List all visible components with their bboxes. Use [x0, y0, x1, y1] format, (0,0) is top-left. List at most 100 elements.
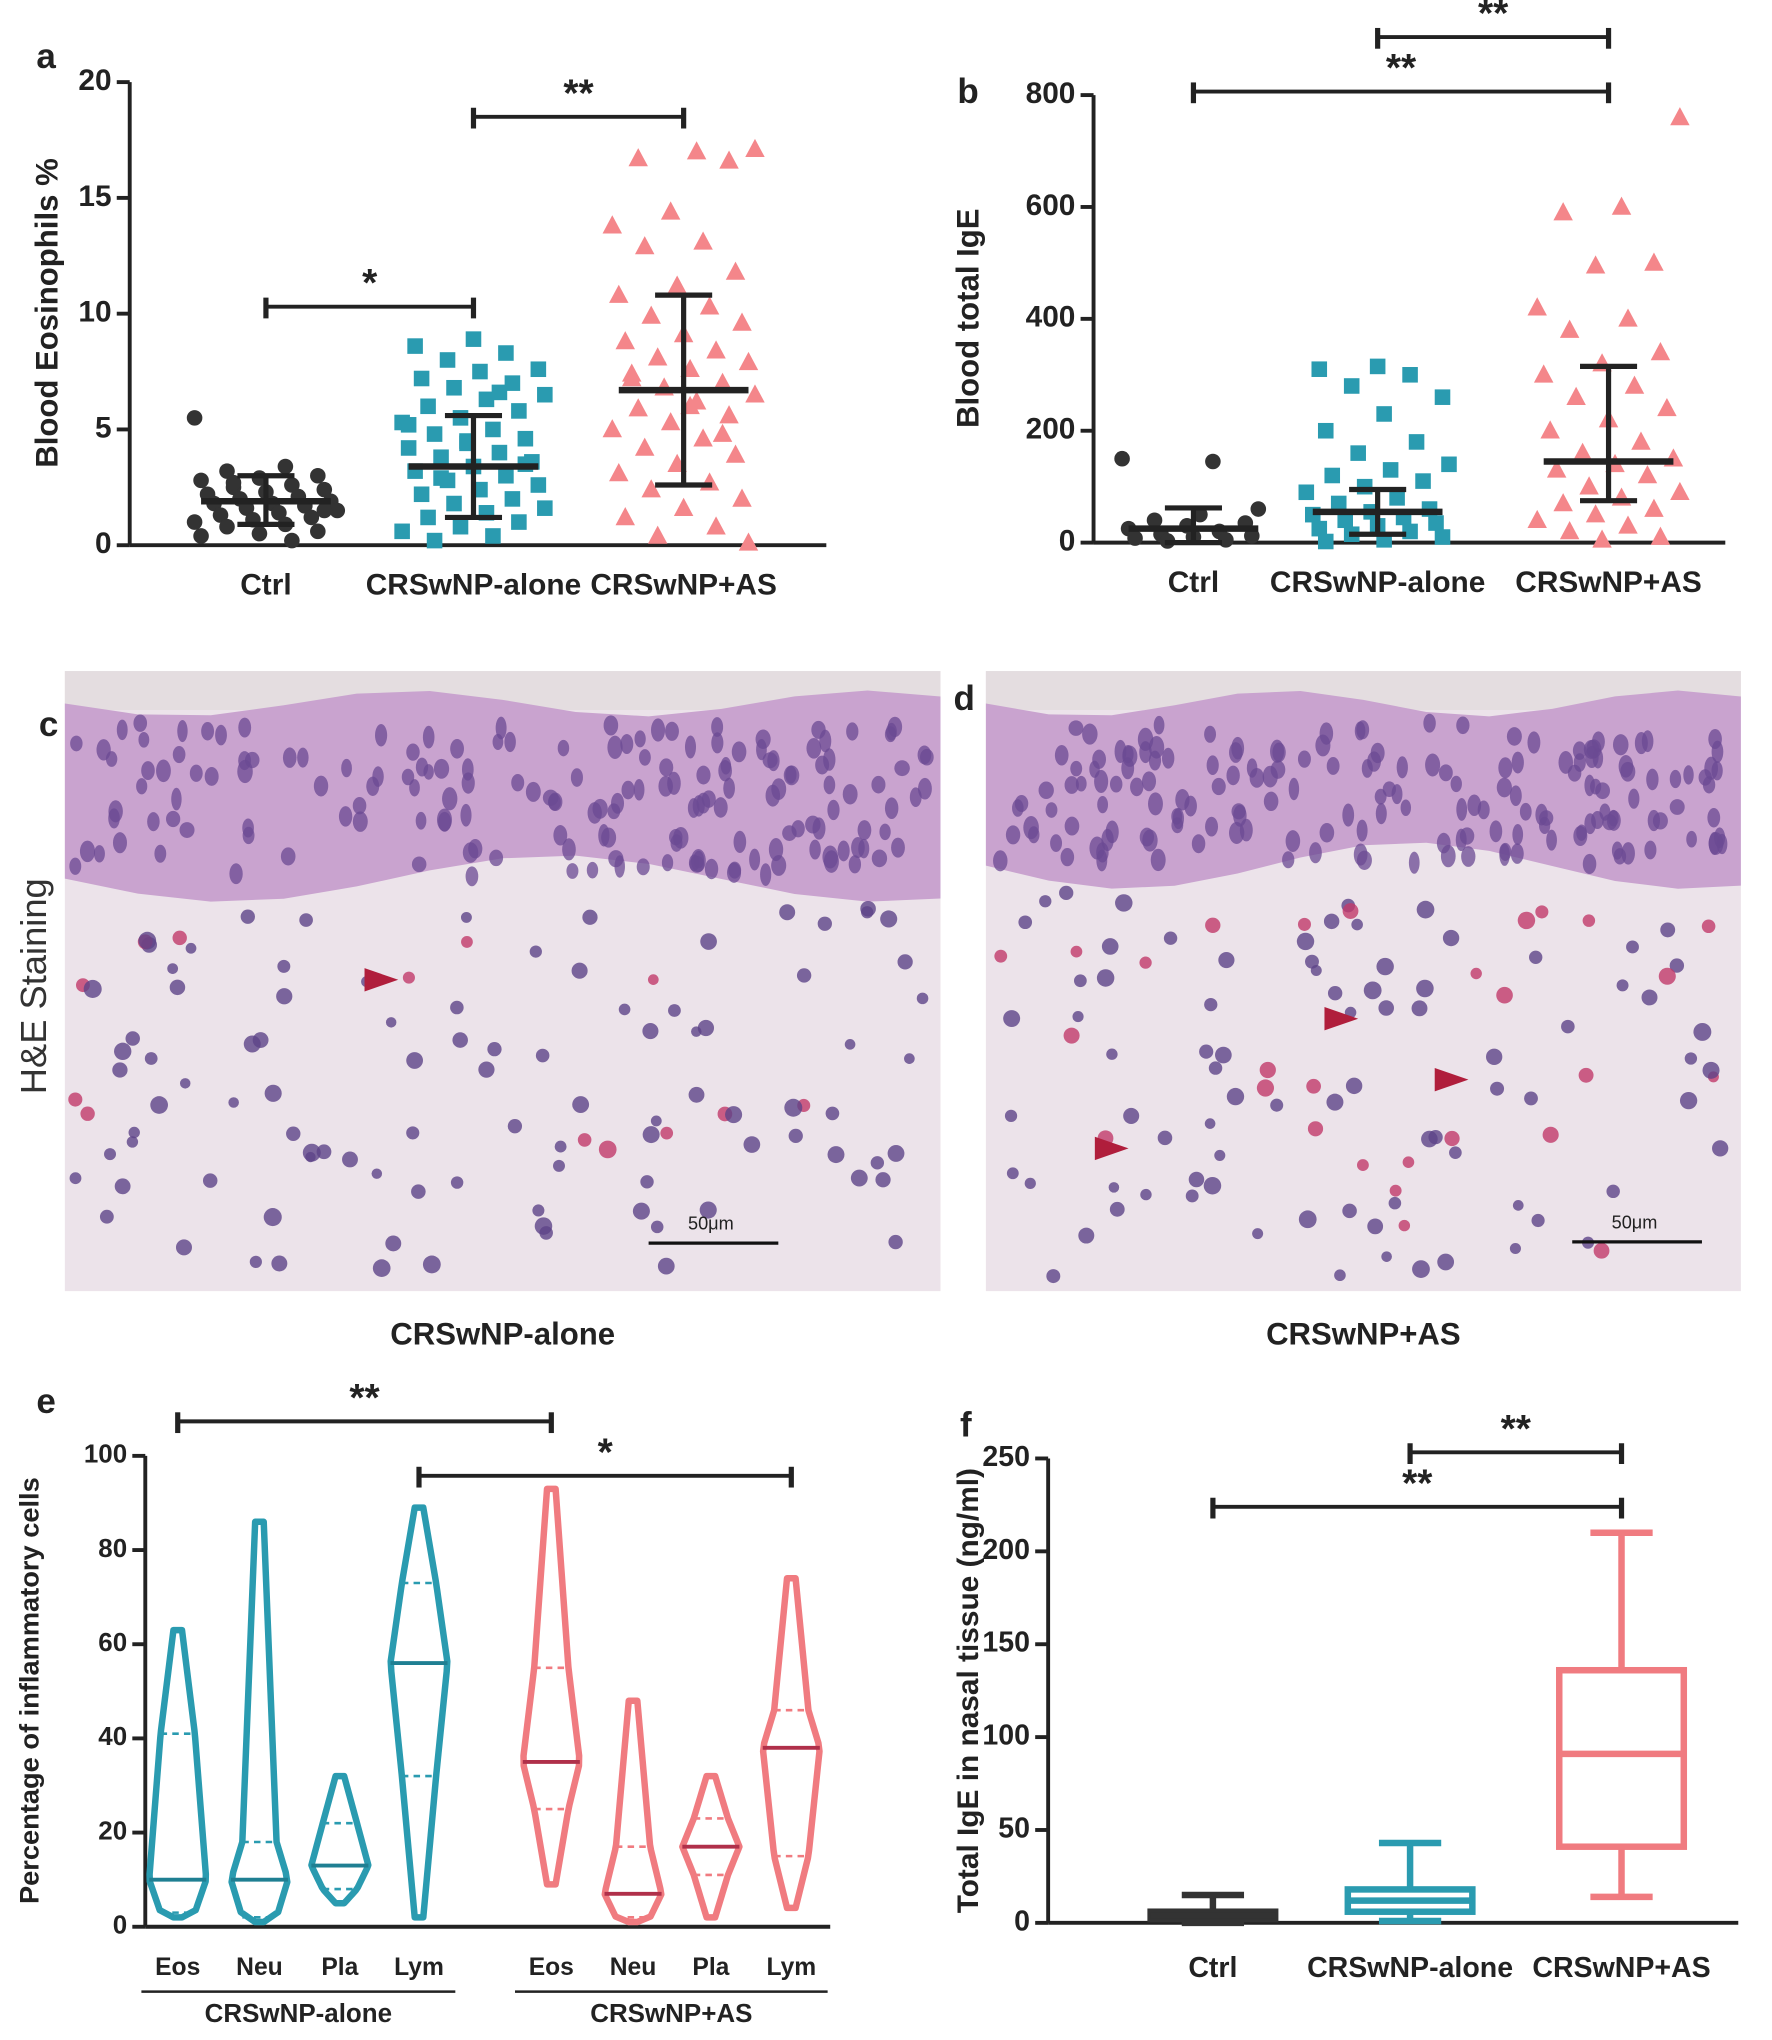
x-tick-label: Eos: [155, 1954, 200, 1981]
point: [413, 486, 430, 503]
x-tick-label: CRSwNP+AS: [1515, 566, 1701, 599]
cell: [1702, 1061, 1720, 1079]
nucleus: [815, 755, 830, 775]
point: [433, 449, 449, 466]
cell: [461, 936, 473, 948]
nucleus: [809, 839, 821, 860]
point: [1618, 308, 1638, 327]
cell: [861, 906, 874, 919]
nucleus: [1148, 750, 1162, 771]
point: [1369, 358, 1386, 375]
cell: [532, 1204, 545, 1217]
point: [1376, 406, 1392, 422]
nucleus: [401, 768, 415, 786]
point: [1311, 520, 1328, 537]
nucleus: [1459, 827, 1475, 845]
nucleus: [894, 760, 910, 777]
cell: [487, 1042, 502, 1057]
cell: [1185, 1189, 1199, 1203]
nucleus: [1498, 757, 1513, 779]
point: [1585, 504, 1606, 523]
point: [745, 384, 765, 403]
nucleus: [696, 765, 711, 785]
nucleus: [1148, 792, 1163, 816]
cell: [1296, 932, 1315, 951]
nucleus: [1425, 753, 1441, 777]
nucleus: [1391, 784, 1403, 805]
y-tick-label: 40: [98, 1723, 127, 1751]
nucleus: [1450, 775, 1462, 793]
point: [433, 470, 449, 486]
significance-label: **: [1501, 1408, 1532, 1451]
nucleus: [1068, 720, 1084, 736]
nucleus: [1150, 848, 1166, 872]
nucleus: [1511, 751, 1524, 774]
cell: [1003, 1010, 1021, 1028]
nucleus: [1499, 842, 1512, 861]
nucleus: [1634, 731, 1648, 755]
cell: [1139, 956, 1152, 969]
nucleus: [1375, 802, 1387, 825]
nucleus: [1621, 842, 1635, 865]
point: [1579, 476, 1599, 495]
point: [706, 516, 726, 535]
cell: [1063, 1027, 1080, 1044]
nucleus: [1628, 788, 1640, 809]
y-tick-label: 10: [78, 296, 111, 329]
nucleus: [562, 838, 576, 861]
cell: [577, 1133, 592, 1147]
cell: [1357, 1159, 1369, 1171]
y-tick-label: 50: [998, 1813, 1030, 1845]
point: [400, 417, 417, 433]
point: [1205, 453, 1221, 470]
cell: [1214, 1149, 1226, 1161]
nucleus: [1356, 819, 1368, 842]
x-tick-label: Pla: [692, 1954, 729, 1981]
cell: [125, 1031, 140, 1046]
cell: [1215, 1046, 1232, 1064]
cell: [1327, 985, 1343, 1001]
cell: [1342, 903, 1359, 919]
point: [738, 351, 759, 371]
nucleus: [704, 858, 719, 880]
cell: [1226, 1087, 1245, 1106]
point: [1317, 533, 1334, 550]
nucleus: [749, 848, 761, 871]
point: [1572, 442, 1593, 461]
cell: [1524, 1091, 1538, 1106]
point: [1415, 473, 1431, 489]
nucleus: [711, 717, 724, 737]
nucleus: [201, 721, 215, 741]
cell: [1626, 940, 1639, 954]
point: [1644, 498, 1664, 517]
cell: [150, 1096, 168, 1114]
point: [446, 379, 462, 396]
nucleus: [1204, 725, 1217, 743]
micrograph-caption: CRSwNP-alone: [390, 1317, 615, 1352]
nucleus: [687, 798, 700, 818]
nucleus: [723, 777, 735, 799]
cell: [1412, 1260, 1430, 1278]
point: [277, 458, 294, 475]
nucleus: [782, 825, 797, 841]
cell: [1641, 989, 1658, 1006]
x-tick-label: CRSwNP-alone: [366, 569, 581, 602]
cell: [887, 1144, 905, 1162]
nucleus: [1439, 764, 1453, 782]
cell: [169, 979, 186, 996]
nucleus: [1669, 799, 1685, 815]
micrograph-caption: CRSwNP+AS: [1266, 1317, 1461, 1352]
nucleus: [1686, 830, 1697, 848]
cell: [1616, 979, 1629, 992]
point: [641, 305, 661, 324]
nucleus: [1436, 832, 1451, 854]
nucleus: [634, 730, 646, 748]
nucleus: [1612, 734, 1629, 756]
violin: [520, 1485, 583, 1888]
nucleus: [1602, 814, 1618, 831]
cell: [1072, 1011, 1084, 1023]
panel-letter: e: [36, 1382, 55, 1421]
point: [1540, 420, 1560, 439]
point: [1389, 490, 1405, 506]
point: [660, 201, 681, 220]
